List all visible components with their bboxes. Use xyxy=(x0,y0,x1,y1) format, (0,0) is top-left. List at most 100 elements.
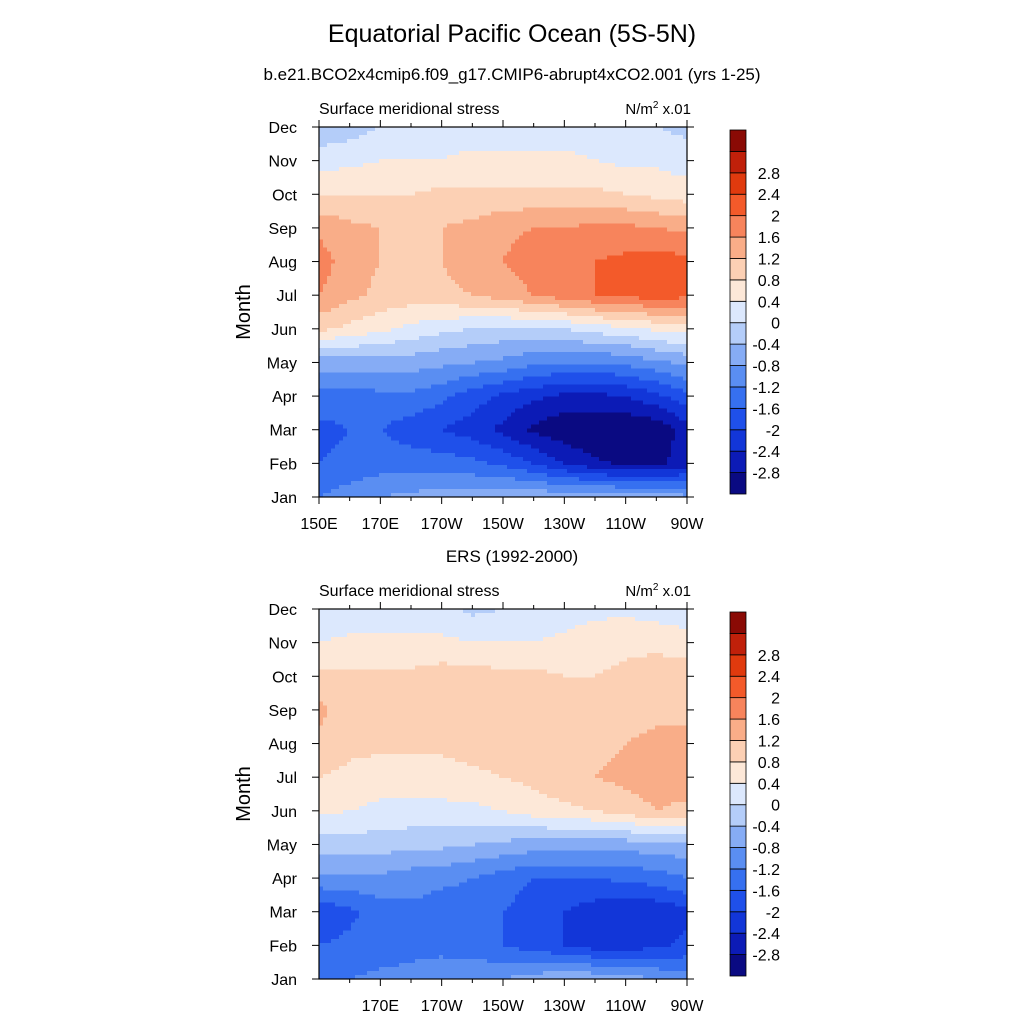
contour-cell xyxy=(367,303,372,309)
contour-cell xyxy=(631,155,636,160)
contour-cell xyxy=(567,231,572,237)
contour-cell xyxy=(499,324,504,329)
contour-cell xyxy=(679,295,684,301)
contour-cell xyxy=(627,219,632,225)
contour-cell xyxy=(667,275,672,281)
contour-cell xyxy=(515,251,520,257)
contour-cell xyxy=(503,191,508,196)
contour-cell xyxy=(655,324,660,329)
contour-cell xyxy=(567,247,572,253)
contour-cell xyxy=(415,275,420,281)
contour-cell xyxy=(531,263,536,269)
contour-cell xyxy=(423,275,428,281)
contour-cell xyxy=(547,135,552,140)
contour-cell xyxy=(531,167,536,172)
contour-cell xyxy=(615,215,620,221)
contour-cell xyxy=(523,139,528,144)
contour-cell xyxy=(499,215,504,221)
contour-cell xyxy=(515,324,520,329)
contour-cell xyxy=(427,259,432,265)
contour-cell xyxy=(535,147,540,152)
contour-cell xyxy=(319,312,324,317)
contour-cell xyxy=(531,291,536,297)
contour-cell xyxy=(447,143,452,148)
contour-cell xyxy=(395,167,400,172)
contour-cell xyxy=(659,239,664,245)
contour-cell xyxy=(431,171,436,176)
contour-cell xyxy=(623,324,628,329)
contour-cell xyxy=(331,328,336,333)
contour-cell xyxy=(603,179,608,184)
contour-cell xyxy=(663,271,668,277)
contour-cell xyxy=(439,227,444,233)
contour-cell xyxy=(539,247,544,253)
contour-cell xyxy=(643,332,648,337)
contour-cell xyxy=(459,163,464,168)
contour-cell xyxy=(475,267,480,273)
contour-cell xyxy=(583,287,588,293)
contour-cell xyxy=(415,259,420,265)
contour-cell xyxy=(679,143,684,148)
contour-cell xyxy=(443,167,448,172)
contour-cell xyxy=(483,223,488,229)
contour-cell xyxy=(595,271,600,277)
contour-cell xyxy=(515,247,520,253)
contour-cell xyxy=(555,175,560,180)
contour-cell xyxy=(351,271,356,277)
contour-cell xyxy=(599,219,604,225)
contour-cell xyxy=(419,203,424,209)
contour-cell xyxy=(615,291,620,297)
contour-cell xyxy=(587,127,592,132)
contour-cell xyxy=(463,155,468,160)
contour-cell xyxy=(399,167,404,172)
contour-cell xyxy=(535,223,540,229)
contour-cell xyxy=(595,295,600,301)
contour-cell xyxy=(523,275,528,281)
contour-cell xyxy=(399,320,404,325)
contour-cell xyxy=(631,207,636,213)
contour-cell xyxy=(415,328,420,333)
contour-cell xyxy=(471,263,476,269)
contour-cell xyxy=(527,179,532,184)
contour-cell xyxy=(667,183,672,188)
contour-cell xyxy=(411,283,416,289)
contour-cell xyxy=(319,187,324,192)
contour-cell xyxy=(335,328,340,333)
contour-cell xyxy=(447,135,452,140)
contour-cell xyxy=(563,255,568,261)
contour-cell xyxy=(655,247,660,253)
contour-cell xyxy=(579,332,584,337)
contour-cell xyxy=(335,207,340,213)
contour-cell xyxy=(323,151,328,156)
contour-cell xyxy=(319,131,324,136)
contour-cell xyxy=(499,291,504,297)
contour-cell xyxy=(435,219,440,225)
contour-cell xyxy=(387,223,392,229)
contour-cell xyxy=(567,251,572,257)
contour-cell xyxy=(407,291,412,297)
contour-cell xyxy=(667,207,672,213)
contour-cell xyxy=(583,235,588,241)
contour-cell xyxy=(403,316,408,321)
contour-cell xyxy=(627,171,632,176)
contour-cell xyxy=(479,324,484,329)
contour-cell xyxy=(479,251,484,257)
contour-cell xyxy=(459,307,464,313)
contour-cell xyxy=(651,307,656,313)
contour-cell xyxy=(623,291,628,297)
contour-cell xyxy=(551,127,556,132)
contour-cell xyxy=(515,316,520,321)
contour-cell xyxy=(535,239,540,245)
contour-cell xyxy=(455,199,460,205)
contour-cell xyxy=(563,291,568,297)
contour-cell xyxy=(487,263,492,269)
contour-cell xyxy=(683,199,688,205)
contour-cell xyxy=(407,227,412,233)
contour-cell xyxy=(639,320,644,325)
contour-cell xyxy=(335,223,340,229)
contour-cell xyxy=(531,195,536,200)
contour-cell xyxy=(519,332,524,337)
contour-cell xyxy=(483,279,488,285)
contour-cell xyxy=(579,312,584,317)
contour-cell xyxy=(383,247,388,253)
